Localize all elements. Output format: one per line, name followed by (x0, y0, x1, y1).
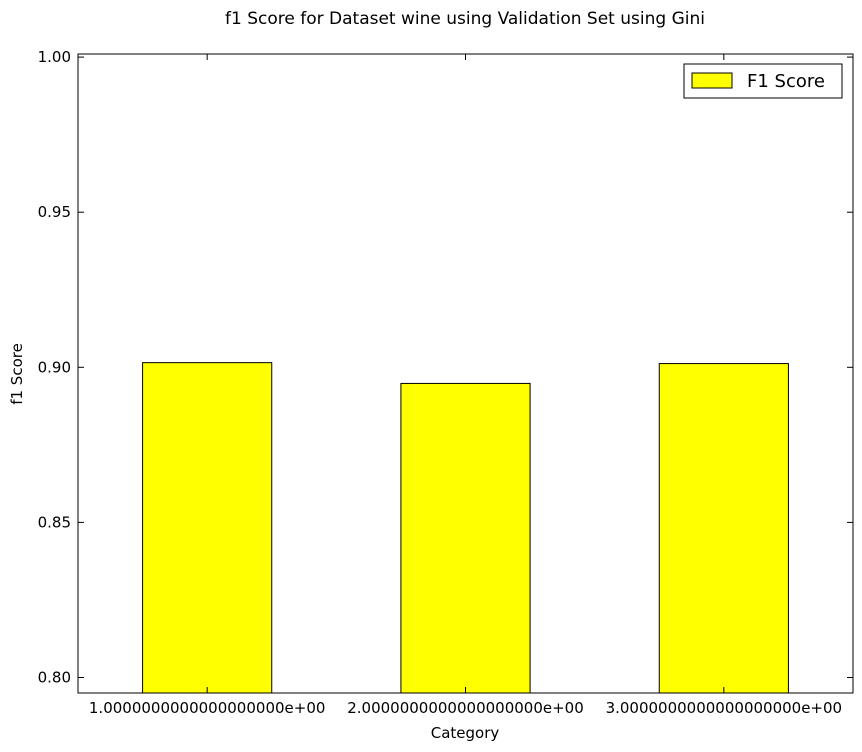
y-tick-label: 0.90 (38, 358, 71, 376)
legend-swatch (691, 72, 733, 89)
y-tick-label: 0.80 (38, 668, 71, 686)
x-tick-label: 2.0000000000000000000e+00 (347, 699, 584, 717)
bar (400, 382, 531, 694)
y-axis-label: f1 Score (8, 343, 26, 405)
plot-area: 0.80 0.85 0.90 0.95 1.00 1.000000000000000000… (38, 48, 854, 717)
x-tick-label: 3.0000000000000000000e+00 (606, 699, 843, 717)
y-tick-label: 0.85 (38, 513, 71, 531)
bar (658, 363, 789, 694)
y-tick-label: 1.00 (38, 48, 71, 66)
legend: F1 Score (683, 63, 843, 99)
x-axis-label: Category (431, 724, 500, 742)
x-tick-label: 1.0000000000000000000e+00 (89, 699, 326, 717)
y-tick-label: 0.95 (38, 203, 71, 221)
chart-title: f1 Score for Dataset wine using Validati… (225, 9, 705, 29)
legend-label: F1 Score (747, 71, 825, 92)
bar (142, 362, 273, 694)
